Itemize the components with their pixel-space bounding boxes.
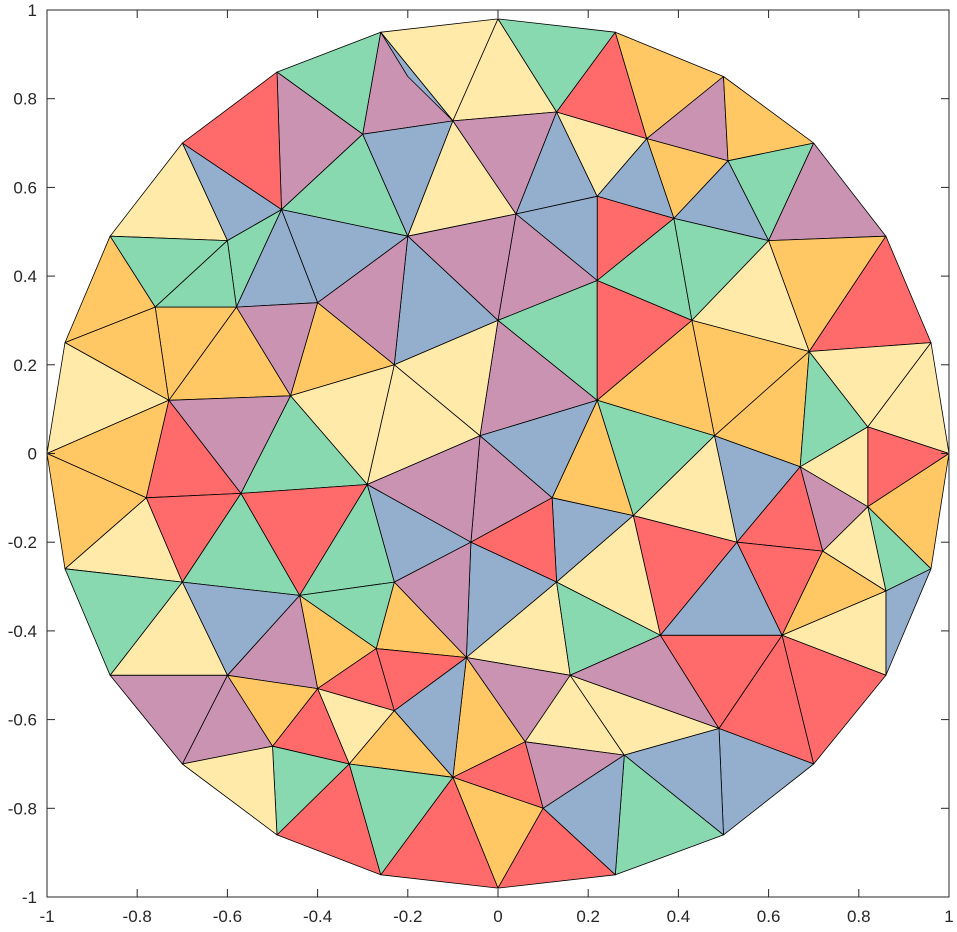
y-tick-label: 0.6 [13, 178, 37, 197]
x-tick-label: 1 [944, 907, 953, 926]
x-tick-label: 0.8 [847, 907, 871, 926]
y-tick-label: -0.2 [8, 533, 37, 552]
ticks-layer [46, 9, 950, 898]
x-tick-label: -0.4 [303, 907, 332, 926]
y-tick-label: 0.4 [13, 267, 37, 286]
x-tick-labels: -1 -0.8 -0.6 -0.4 -0.2 0 0.2 0.4 0.6 0.8 1 [39, 907, 953, 926]
triangle-102 [781, 634, 887, 765]
y-tick-label: -0.4 [8, 622, 37, 641]
x-tick-label: -0.6 [213, 907, 242, 926]
y-tick-label: -0.8 [8, 799, 37, 818]
triangle-123 [109, 674, 228, 765]
triangle-5 [380, 31, 454, 122]
x-tick-label: 0.6 [757, 907, 781, 926]
y-tick-label: 0.2 [13, 356, 37, 375]
triangle-135 [181, 745, 278, 836]
triangle-109 [64, 568, 183, 676]
x-tick-label: 0 [493, 907, 502, 926]
y-tick-labels: -1 -0.8 -0.6 -0.4 -0.2 0 0.2 0.4 0.6 0.8 1 [8, 1, 37, 907]
y-tick-label: 0 [28, 445, 37, 464]
y-tick-label: 0.8 [13, 90, 37, 109]
y-tick-label: 1 [28, 1, 37, 20]
x-tick-label: 0.4 [667, 907, 691, 926]
x-tick-label: -0.8 [123, 907, 152, 926]
triangle-130 [497, 807, 616, 889]
y-tick-label: -0.6 [8, 711, 37, 730]
triangles-layer [46, 18, 950, 889]
x-tick-label: 0.2 [576, 907, 600, 926]
y-tick-label: -1 [22, 888, 37, 907]
x-tick-label: -1 [39, 907, 54, 926]
x-tick-label: -0.2 [393, 907, 422, 926]
triangle-94 [46, 453, 147, 570]
